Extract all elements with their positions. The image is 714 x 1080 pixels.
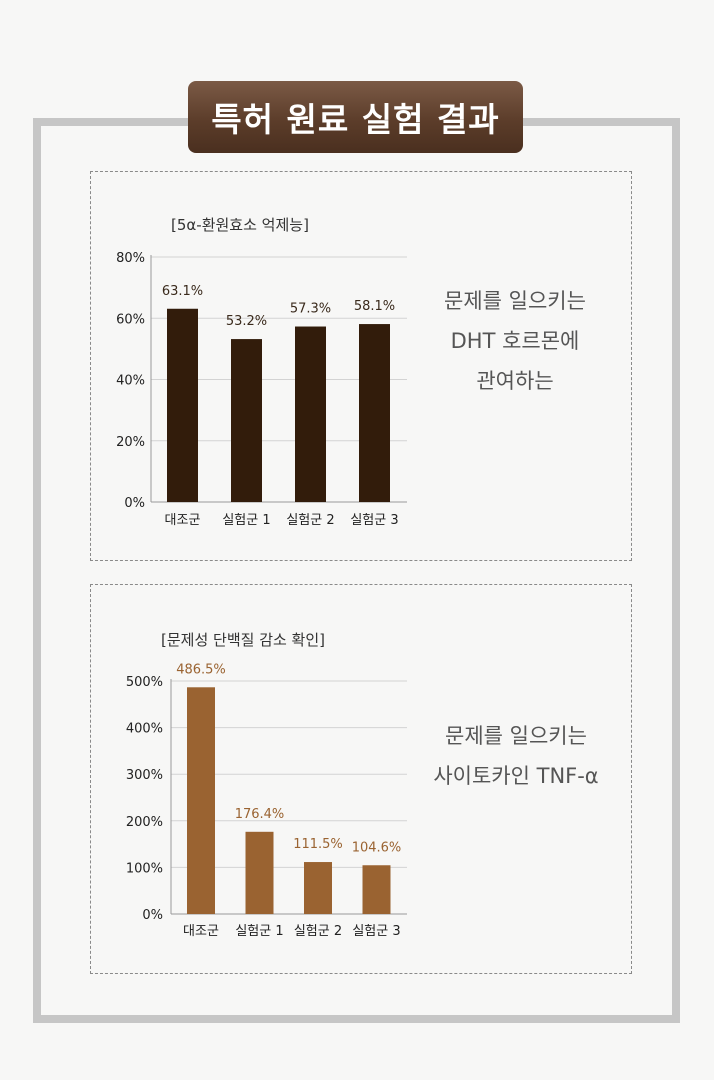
bar [187,687,215,914]
x-tick-label: 실험군 1 [222,513,270,528]
y-tick-label: 200% [126,815,163,830]
x-tick-label: 실험군 2 [286,513,334,528]
description-line: 문제를 일으키는 [445,724,587,748]
data-label: 58.1% [354,299,395,314]
description-line: DHT 호르몬에 [450,329,580,353]
data-label: 53.2% [226,314,267,329]
chart-title: [5α-환원효소 억제능] [171,216,309,234]
y-tick-label: 40% [116,374,145,389]
data-label: 176.4% [235,807,285,822]
y-tick-label: 0% [142,908,163,923]
y-tick-label: 100% [126,861,163,876]
data-label: 57.3% [290,302,331,317]
chart-panel-1: [5α-환원효소 억제능] 0% 20% 40% 60% 80% 63.1% 대조군 53.2%… [90,171,632,561]
y-tick-label: 400% [126,722,163,737]
description-line: 관여하는 [476,369,554,393]
y-tick-label: 60% [116,312,145,327]
panel-2-description: 문제를 일으키는 사이토카인 TNF-α [411,716,621,796]
description-line: 사이토카인 TNF-α [433,764,599,788]
data-label: 104.6% [352,840,402,855]
bar [304,862,332,914]
y-tick-label: 500% [126,675,163,690]
bar-chart-5a-reductase: [5α-환원효소 억제능] 0% 20% 40% 60% 80% 63.1% 대조군 53.2%… [116,216,407,528]
x-tick-label: 실험군 2 [294,924,342,939]
data-label: 63.1% [162,284,203,299]
chart-title: [문제성 단백질 감소 확인] [161,631,325,649]
x-tick-label: 실험군 1 [235,924,283,939]
x-tick-label: 대조군 [165,513,201,528]
x-tick-label: 실험군 3 [352,924,400,939]
y-tick-label: 20% [116,435,145,450]
bar-chart-protein-reduction: [문제성 단백질 감소 확인] 0% 100% 200% 300% 400% 500% 486… [126,631,407,939]
y-tick-label: 300% [126,768,163,783]
bar [231,339,262,502]
y-tick-label: 0% [124,496,145,511]
x-tick-label: 대조군 [183,924,219,939]
bar [359,324,390,502]
x-tick-label: 실험군 3 [350,513,398,528]
chart-panel-2: [문제성 단백질 감소 확인] 0% 100% 200% 300% 400% 500% 486… [90,584,632,974]
bar [295,326,326,502]
y-tick-label: 80% [116,251,145,266]
bar [245,831,274,914]
data-label: 486.5% [176,662,226,677]
description-line: 문제를 일으키는 [444,289,586,313]
panel-1-description: 문제를 일으키는 DHT 호르몬에 관여하는 [415,281,615,401]
bar [362,865,391,914]
data-label: 111.5% [293,837,343,852]
page-title: 특허 원료 실험 결과 [188,81,523,153]
bar [167,308,198,502]
